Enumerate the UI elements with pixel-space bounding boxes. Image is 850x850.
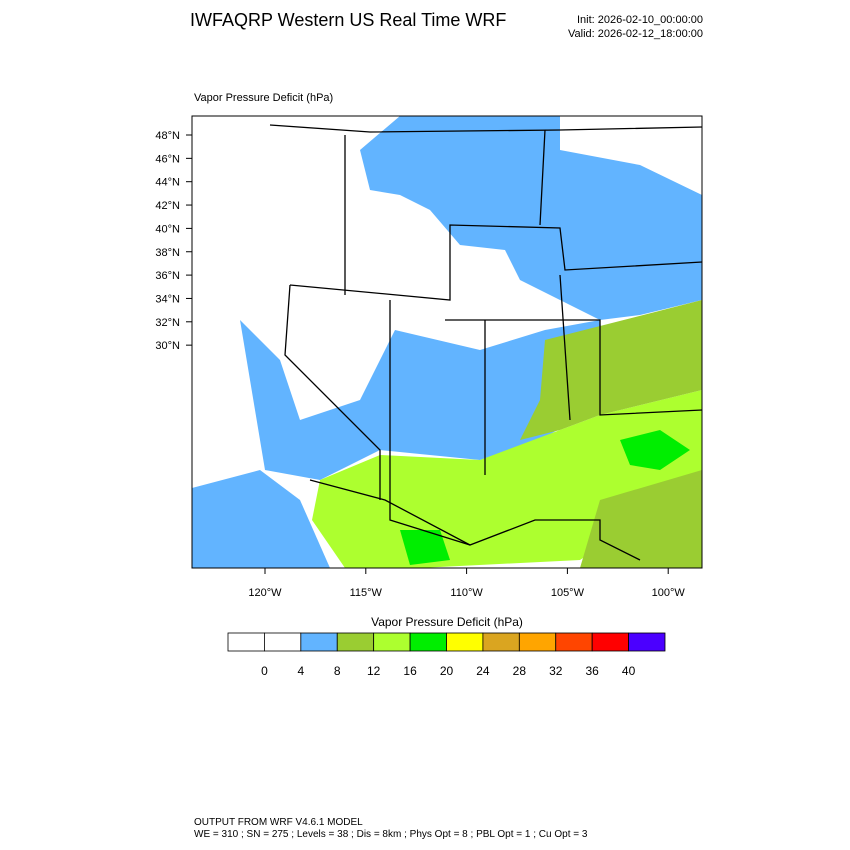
border-states-2 <box>284 135 381 500</box>
colorbar-label: 20 <box>440 664 454 678</box>
axis-labels: 48°N 46°N 44°N 42°N 40°N 38°N 36°N 34°N 32°N 30°N… <box>155 130 685 599</box>
region-olive <box>520 300 702 440</box>
colorbar-label: 36 <box>585 664 599 678</box>
colorbar-box <box>518 632 557 652</box>
map-frame <box>191 115 703 569</box>
lon-label: 105°W <box>551 587 585 599</box>
lat-label: 40°N <box>155 223 180 235</box>
border-states-1 <box>289 224 703 301</box>
lon-label: 120°W <box>248 587 282 599</box>
lon-label: 100°W <box>652 587 686 599</box>
footer-line1: OUTPUT FROM WRF V4.6.1 MODEL <box>194 817 363 828</box>
colorbar-label: 8 <box>334 664 341 678</box>
field-label: Vapor Pressure Deficit (hPa) <box>194 92 333 104</box>
colorbar-label: 32 <box>549 664 563 678</box>
colorbar-label: 28 <box>513 664 527 678</box>
lat-label: 44°N <box>155 177 180 189</box>
colorbar-label: 0 <box>261 664 268 678</box>
colorbar-label: 4 <box>297 664 304 678</box>
colorbar-box <box>555 632 593 652</box>
colorbar-box <box>628 632 666 652</box>
lon-label: 115°W <box>350 587 383 599</box>
lat-label: 38°N <box>155 247 180 259</box>
border-states-3 <box>389 300 703 546</box>
colorbar-box <box>373 632 411 652</box>
region-olive-south <box>580 470 702 568</box>
colorbar-box <box>482 632 520 652</box>
colorbar-label: 16 <box>403 664 417 678</box>
lat-label: 48°N <box>155 130 180 142</box>
title: IWFAQRP Western US Real Time WRF <box>190 10 506 30</box>
lat-label: 30°N <box>155 340 180 352</box>
colorbar-box <box>227 632 265 652</box>
lat-label: 46°N <box>155 153 180 165</box>
region-green <box>620 430 690 470</box>
lat-label: 32°N <box>155 317 180 329</box>
colorbar-label: 12 <box>367 664 381 678</box>
colorbar-box <box>264 632 302 652</box>
colorbar-box <box>446 632 484 652</box>
ocean <box>192 470 330 568</box>
valid-time: Valid: 2026-02-12_18:00:00 <box>568 28 703 40</box>
colorbar-box <box>409 632 447 652</box>
footer-line2: WE = 310 ; SN = 275 ; Levels = 38 ; Dis … <box>194 829 588 840</box>
border-canada <box>269 124 703 133</box>
border-mexico <box>309 479 641 561</box>
colorbar: 0 4 8 12 16 20 24 28 32 36 40 <box>227 632 666 678</box>
colorbar-label: 40 <box>622 664 636 678</box>
region-green-2 <box>400 530 450 565</box>
lat-label: 42°N <box>155 200 180 212</box>
colorbar-label: 24 <box>476 664 490 678</box>
colorbar-box <box>336 632 375 652</box>
lon-label: 110°W <box>450 587 483 599</box>
lat-label: 36°N <box>155 270 180 282</box>
border-states-4 <box>539 129 571 421</box>
region-blue-south <box>240 320 610 480</box>
map <box>191 115 703 569</box>
colorbar-box <box>300 632 338 652</box>
lat-label: 34°N <box>155 293 180 305</box>
region-blue-north <box>360 116 702 320</box>
init-time: Init: 2026-02-10_00:00:00 <box>577 14 703 26</box>
colorbar-title: Vapor Pressure Deficit (hPa) <box>371 615 523 629</box>
borders <box>269 124 703 561</box>
colorbar-box <box>591 632 629 652</box>
